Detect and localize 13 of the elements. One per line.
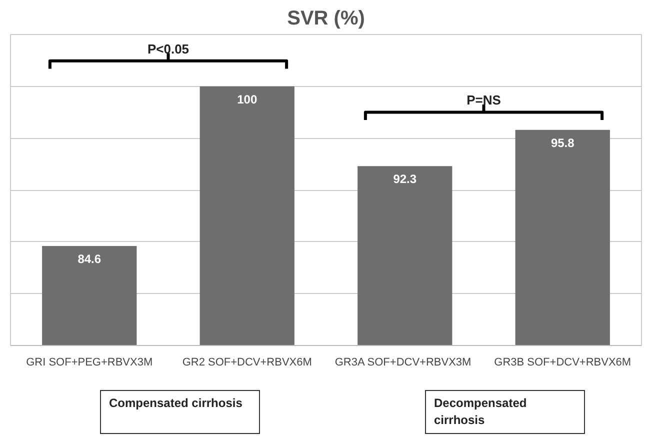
data-label: 95.8 xyxy=(550,136,575,150)
x-tick-label: GR3A SOF+DCV+RBVX3M xyxy=(334,356,472,368)
x-tick-label: GR3B SOF+DCV+RBVX6M xyxy=(494,356,632,368)
chart-title: SVR (%) xyxy=(287,8,365,30)
x-tick-label: GRI SOF+PEG+RBVX3M xyxy=(26,356,153,368)
data-label: 84.6 xyxy=(78,252,102,266)
data-label: 92.3 xyxy=(393,172,417,186)
text: Decompensated cirrhosis xyxy=(434,395,528,430)
data-label: 100 xyxy=(237,92,258,106)
text: Compensated cirrhosis xyxy=(109,395,242,412)
annotation: P=NS xyxy=(466,92,502,108)
x-tick-label: GR2 SOF+DCV+RBVX6M xyxy=(182,356,312,368)
annotation: P<0.05 xyxy=(147,41,190,56)
